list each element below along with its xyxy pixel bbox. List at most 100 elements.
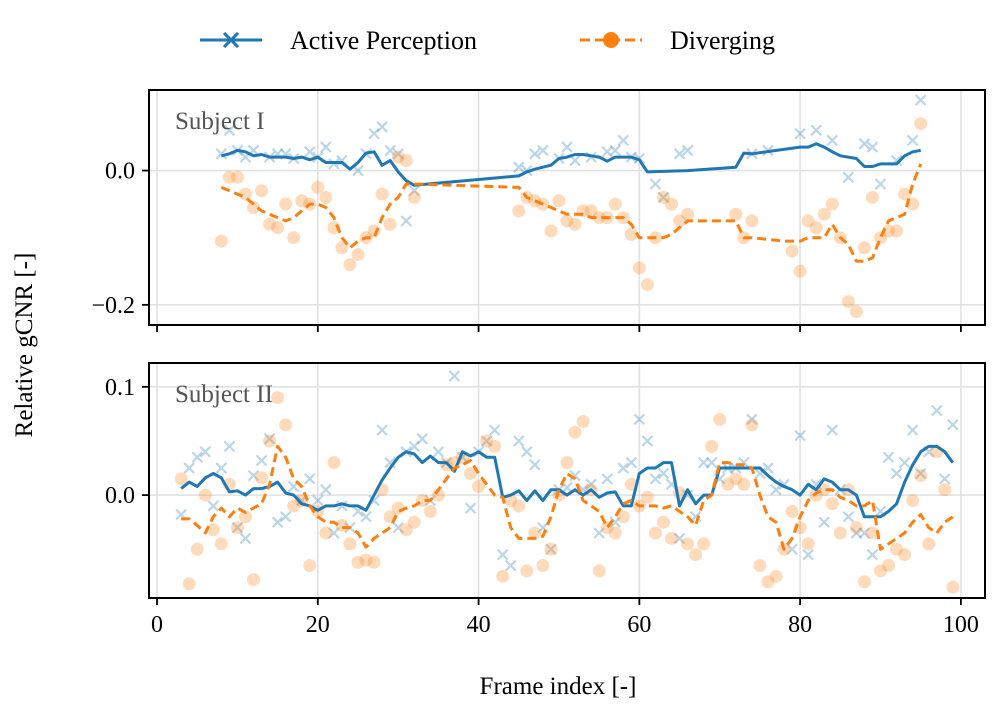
active-perception-point	[271, 516, 284, 528]
active-perception-point	[408, 440, 421, 453]
active-perception-point	[199, 446, 212, 458]
diverging-point	[423, 504, 437, 518]
diverging-point	[528, 526, 542, 540]
diverging-point	[247, 573, 260, 587]
active-perception-line	[220, 142, 921, 187]
subplot-subject-1: −0.2 0.0 Subject I	[91, 89, 986, 332]
active-perception-point	[392, 148, 404, 160]
active-perception-point	[601, 473, 613, 485]
active-perception-point	[826, 424, 839, 436]
x-tick-label: 100	[943, 612, 979, 638]
legend-active-perception-label: Active Perception	[290, 26, 477, 55]
active-perception-point	[786, 543, 798, 556]
diverging-point	[648, 526, 662, 540]
active-perception-point	[850, 527, 863, 539]
diverging-point	[761, 575, 775, 589]
diverging-point	[488, 439, 502, 453]
diverging-point	[640, 278, 654, 292]
diverging-point	[673, 214, 687, 228]
diverging-point	[729, 207, 743, 221]
diverging-point	[882, 224, 896, 238]
diverging-point	[656, 190, 670, 204]
diverging-point	[656, 515, 670, 529]
diverging-point	[230, 521, 244, 535]
diverging-point	[616, 510, 630, 524]
active-perception-point	[842, 171, 855, 184]
diverging-point	[624, 227, 638, 241]
diverging-point	[825, 497, 839, 511]
active-perception-point	[914, 467, 927, 480]
diverging-point	[182, 577, 196, 591]
active-perception-point	[657, 467, 670, 480]
y-axis-title: Relative gCNR [-]	[11, 253, 38, 438]
active-perception-point	[930, 404, 943, 417]
active-perception-point	[866, 548, 879, 561]
active-perception-point	[376, 121, 388, 133]
diverging-point	[681, 207, 695, 221]
active-perception-point	[810, 124, 822, 137]
diverging-point	[560, 456, 574, 470]
diverging-point	[190, 542, 204, 556]
active-perception-point	[625, 456, 638, 469]
active-perception-point	[223, 440, 236, 453]
diverging-point	[705, 439, 719, 453]
diverging-point	[359, 553, 373, 567]
active-perception-point	[529, 148, 541, 160]
diverging-point	[890, 542, 904, 556]
active-perception-point	[561, 481, 573, 494]
active-perception-point	[512, 161, 525, 173]
active-perception-point	[874, 178, 887, 190]
diverging-point	[512, 499, 526, 513]
diverging-point	[351, 248, 365, 261]
active-perception-point	[432, 446, 445, 458]
diverging-point	[721, 477, 735, 491]
diverging-point	[311, 180, 325, 194]
diverging-point	[279, 197, 293, 211]
active-perception-point	[939, 473, 951, 485]
active-perception-point	[191, 451, 204, 463]
x-tick-label: 0	[151, 612, 163, 638]
diverging-point	[737, 477, 751, 491]
active-perception-point	[215, 148, 228, 160]
x-tick-label: 80	[788, 612, 812, 638]
diverging-point	[681, 537, 695, 551]
x-tick-label: 40	[467, 612, 491, 638]
diverging-point	[890, 224, 904, 238]
active-perception-point	[818, 516, 831, 528]
diverging-point	[713, 412, 727, 426]
diverging-points	[214, 117, 928, 319]
diverging-point	[753, 559, 767, 573]
active-perception-point	[641, 435, 654, 447]
diverging-point	[367, 555, 381, 569]
active-perception-point	[601, 145, 613, 158]
active-perception-point	[368, 127, 380, 140]
diverging-point	[383, 217, 397, 231]
diverging-point	[914, 469, 928, 483]
diverging-point	[584, 204, 598, 218]
diverging-point	[898, 187, 912, 201]
active-perception-point	[858, 527, 871, 539]
subplot-subject-2: 0 20 40 60 80 100 0.0 0.1 Subject II	[105, 362, 986, 638]
diverging-point	[496, 569, 510, 583]
diverging-point	[295, 194, 309, 208]
diverging-line	[181, 444, 954, 551]
active-perception-point	[609, 516, 622, 528]
diverging-point	[174, 472, 188, 486]
diverging-point	[809, 221, 823, 235]
active-perception-point	[569, 154, 581, 167]
subplot-frame	[148, 89, 986, 326]
active-perception-point	[376, 424, 388, 436]
diverging-point	[214, 234, 228, 248]
diverging-point	[319, 190, 333, 204]
diverging-point	[560, 214, 574, 228]
diverging-line	[220, 163, 923, 263]
active-perception-point	[336, 500, 348, 512]
active-perception-point	[657, 191, 670, 204]
y-tick-label: −0.2	[91, 293, 135, 319]
active-perception-point	[416, 433, 429, 445]
diverging-point	[343, 537, 357, 551]
active-perception-point	[585, 478, 597, 491]
active-perception-point	[207, 500, 220, 512]
diverging-point	[817, 207, 831, 221]
